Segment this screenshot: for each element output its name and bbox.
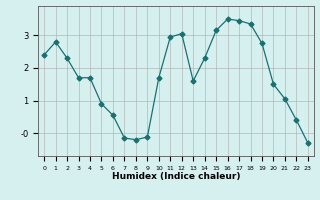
- X-axis label: Humidex (Indice chaleur): Humidex (Indice chaleur): [112, 172, 240, 181]
